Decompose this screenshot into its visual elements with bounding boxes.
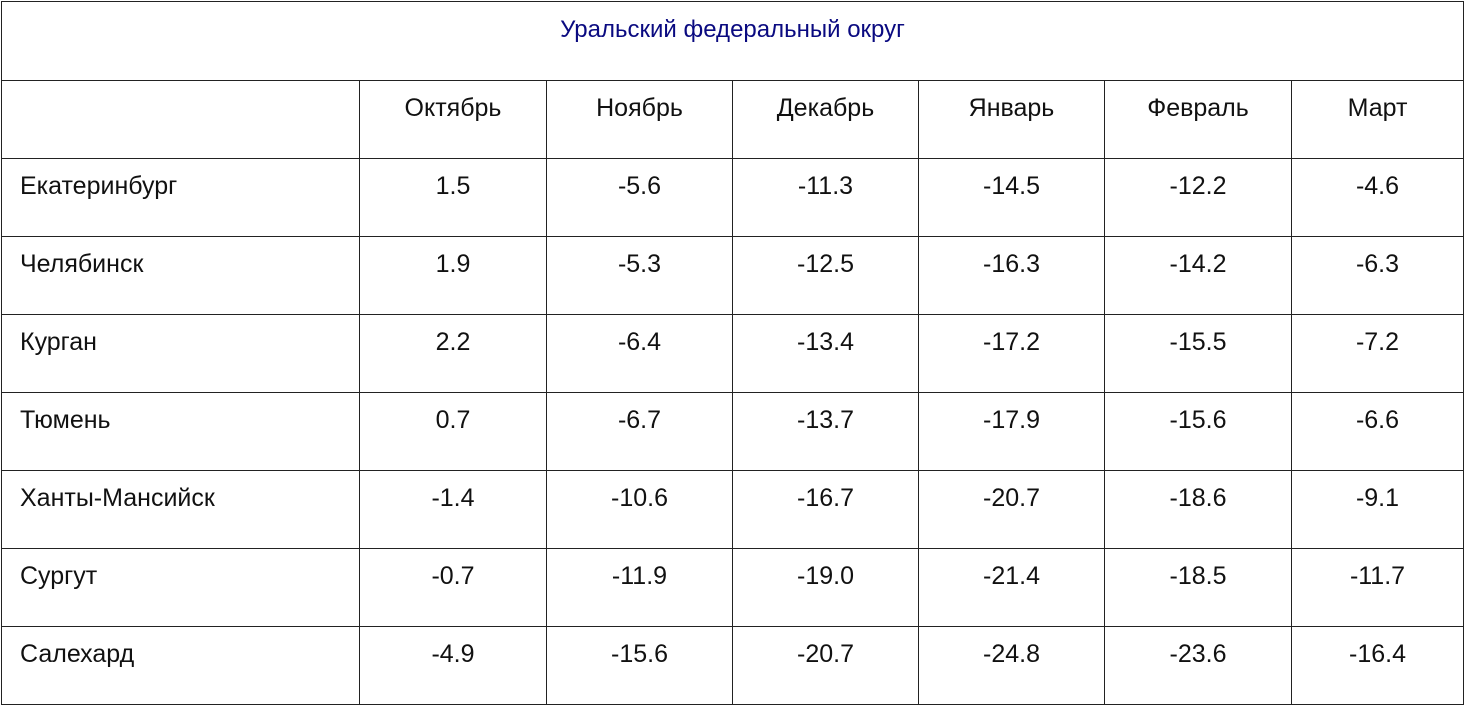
value-cell: -17.9 [918, 392, 1105, 471]
city-cell: Тюмень [1, 392, 360, 471]
value-cell: 0.7 [359, 392, 547, 471]
value-cell: -19.0 [732, 548, 919, 627]
value-cell: -10.6 [546, 470, 733, 549]
value-cell: 2.2 [359, 314, 547, 393]
value-cell: -6.4 [546, 314, 733, 393]
value-cell: -9.1 [1290, 470, 1464, 549]
data-row: Сургут -0.7 -11.9 -19.0 -21.4 -18.5 -11.7 [1, 548, 1464, 627]
value-cell: -23.6 [1104, 626, 1292, 705]
value-cell: -1.4 [359, 470, 547, 549]
value-cell: -16.3 [918, 236, 1105, 315]
value-cell: -16.7 [732, 470, 919, 549]
title-row: Уральский федеральный округ [0, 1, 1464, 81]
value-cell: -18.5 [1104, 548, 1292, 627]
value-cell: -17.2 [918, 314, 1105, 393]
value-cell: -18.6 [1104, 470, 1292, 549]
header-cell: Январь [918, 80, 1105, 159]
value-cell: -15.6 [1104, 392, 1292, 471]
header-cell: Февраль [1104, 80, 1292, 159]
city-cell: Челябинск [1, 236, 360, 315]
data-row: Салехард -4.9 -15.6 -20.7 -24.8 -23.6 -16.4 [1, 626, 1464, 705]
value-cell: -11.3 [732, 158, 919, 237]
value-cell: -24.8 [918, 626, 1105, 705]
value-cell: 1.5 [359, 158, 547, 237]
header-cell: Ноябрь [546, 80, 733, 159]
city-cell: Екатеринбург [1, 158, 360, 237]
header-cell: Март [1290, 80, 1464, 159]
header-cell: Октябрь [359, 80, 547, 159]
city-cell: Сургут [1, 548, 360, 627]
data-row: Екатеринбург 1.5 -5.6 -11.3 -14.5 -12.2 -4.6 [1, 158, 1464, 237]
value-cell: -15.5 [1104, 314, 1292, 393]
data-row: Тюмень 0.7 -6.7 -13.7 -17.9 -15.6 -6.6 [1, 392, 1464, 471]
city-cell: Салехард [1, 626, 360, 705]
header-row: Октябрь Ноябрь Декабрь Январь Февраль Март [1, 80, 1464, 159]
value-cell: -14.5 [918, 158, 1105, 237]
value-cell: -15.6 [546, 626, 733, 705]
value-cell: -6.7 [546, 392, 733, 471]
value-cell: -4.9 [359, 626, 547, 705]
value-cell: -14.2 [1104, 236, 1292, 315]
value-cell: -20.7 [732, 626, 919, 705]
value-cell: 1.9 [359, 236, 547, 315]
value-cell: -13.7 [732, 392, 919, 471]
value-cell: -5.3 [546, 236, 733, 315]
value-cell: -20.7 [918, 470, 1105, 549]
city-cell: Ханты-Мансийск [1, 470, 360, 549]
value-cell: -6.6 [1290, 392, 1464, 471]
table-title: Уральский федеральный округ [0, 1, 1464, 81]
value-cell: -6.3 [1290, 236, 1464, 315]
data-row: Челябинск 1.9 -5.3 -12.5 -16.3 -14.2 -6.3 [1, 236, 1464, 315]
value-cell: -16.4 [1290, 626, 1464, 705]
value-cell: -11.9 [546, 548, 733, 627]
data-row: Курган 2.2 -6.4 -13.4 -17.2 -15.5 -7.2 [1, 314, 1464, 393]
value-cell: -0.7 [359, 548, 547, 627]
value-cell: -5.6 [546, 158, 733, 237]
value-cell: -12.2 [1104, 158, 1292, 237]
value-cell: -13.4 [732, 314, 919, 393]
value-cell: -7.2 [1290, 314, 1464, 393]
value-cell: -11.7 [1290, 548, 1464, 627]
city-cell: Курган [1, 314, 360, 393]
header-empty-cell [1, 80, 360, 159]
value-cell: -12.5 [732, 236, 919, 315]
value-cell: -21.4 [918, 548, 1105, 627]
header-cell: Декабрь [732, 80, 919, 159]
data-row: Ханты-Мансийск -1.4 -10.6 -16.7 -20.7 -18.6 -9… [1, 470, 1464, 549]
value-cell: -4.6 [1290, 158, 1464, 237]
